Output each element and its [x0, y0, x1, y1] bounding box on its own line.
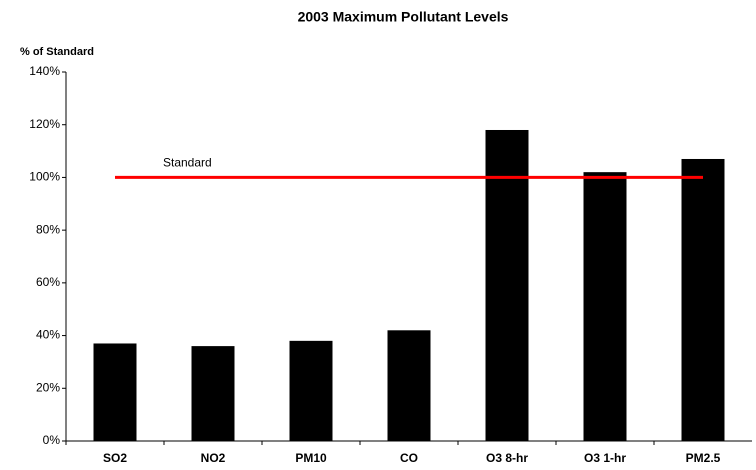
- x-tick-label: PM2.5: [686, 451, 721, 465]
- bar: [583, 172, 627, 441]
- x-tick-label: CO: [400, 451, 418, 465]
- y-tick-label: 40%: [36, 328, 60, 342]
- y-tick-label: 60%: [36, 275, 60, 289]
- x-tick-label: PM10: [295, 451, 327, 465]
- reference-label: Standard: [163, 156, 212, 170]
- x-tick-label: SO2: [103, 451, 127, 465]
- y-tick-label: 0%: [43, 433, 61, 447]
- y-tick-label: 100%: [29, 170, 60, 184]
- y-axis-label: % of Standard: [20, 46, 94, 58]
- x-tick-label: NO2: [201, 451, 226, 465]
- x-tick-label: O3 8-hr: [486, 451, 528, 465]
- bar: [289, 340, 333, 441]
- bar: [681, 158, 725, 441]
- y-tick-label: 140%: [29, 64, 60, 78]
- y-tick-label: 120%: [29, 117, 60, 131]
- chart-title: 2003 Maximum Pollutant Levels: [298, 9, 509, 25]
- x-tick-label: O3 1-hr: [584, 451, 626, 465]
- y-tick-label: 20%: [36, 380, 60, 394]
- bar: [485, 129, 529, 441]
- bar: [191, 346, 235, 441]
- bar: [93, 343, 137, 441]
- bar: [387, 330, 431, 441]
- y-tick-label: 80%: [36, 222, 60, 236]
